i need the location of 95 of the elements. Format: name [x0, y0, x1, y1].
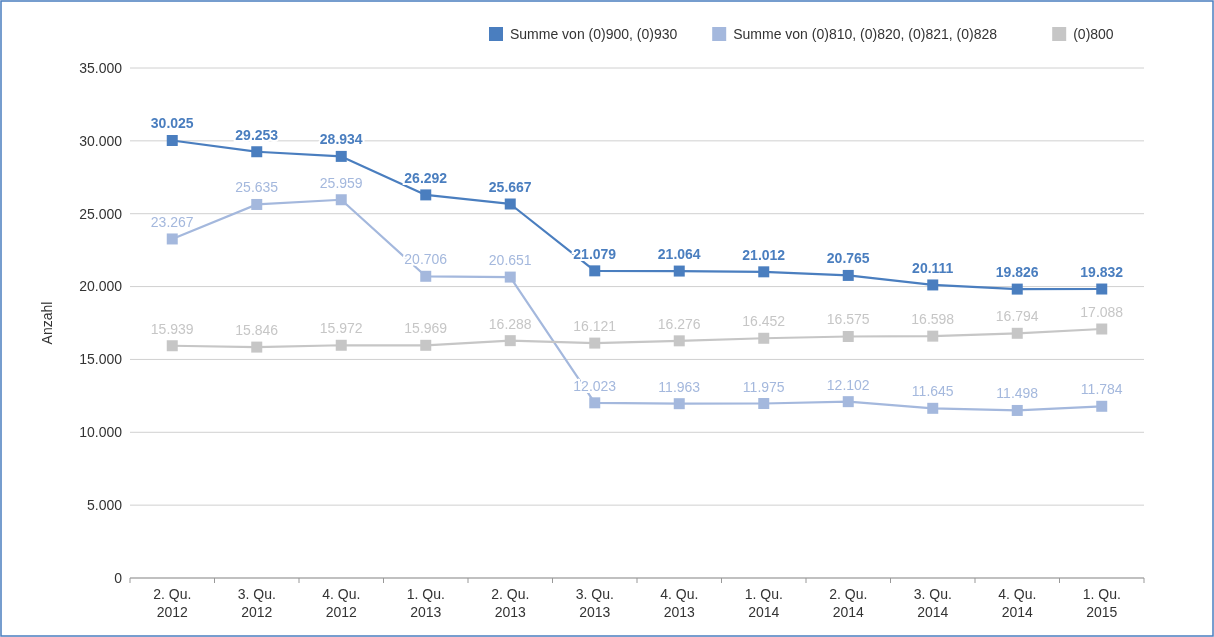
point [758, 266, 770, 278]
x-tick-label: 4. Qu. 2012 [322, 586, 361, 620]
data-label: 30.025 [150, 115, 194, 132]
point [420, 270, 432, 282]
data-label: 19.826 [995, 264, 1039, 281]
x-tick-label: 1. Qu. 2014 [744, 586, 783, 620]
data-label: 11.645 [911, 383, 954, 400]
data-label: 16.276 [657, 315, 701, 332]
point [420, 189, 432, 201]
point [1096, 283, 1108, 295]
data-label: 15.972 [319, 320, 363, 337]
data-label: 25.959 [319, 174, 363, 191]
point [1096, 400, 1108, 412]
point [842, 396, 854, 408]
data-label: 23.267 [150, 213, 194, 230]
point [251, 198, 263, 210]
data-label: 20.111 [912, 259, 954, 276]
point [758, 332, 770, 344]
point [335, 150, 347, 162]
data-label: 17.088 [1080, 304, 1124, 320]
data-label: 11.498 [996, 385, 1039, 402]
x-tick-label: 4. Qu. 2014 [998, 586, 1037, 620]
data-label: 26.292 [404, 169, 448, 186]
point [927, 330, 939, 342]
point [420, 339, 432, 351]
data-label: 25.667 [488, 179, 532, 195]
y-tick-label: 5.000 [86, 497, 123, 514]
point [842, 269, 854, 281]
point [166, 233, 178, 245]
point [589, 397, 601, 409]
point [1011, 283, 1023, 295]
point [673, 335, 685, 347]
data-label: 16.794 [995, 308, 1039, 325]
point [251, 146, 263, 158]
x-tick-label: 3. Qu. 2013 [575, 586, 614, 620]
point [166, 134, 178, 146]
y-tick-label: 10.000 [79, 424, 123, 441]
data-label: 28.934 [319, 131, 363, 148]
x-tick-label: 2. Qu. 2012 [153, 586, 192, 620]
data-label: 20.651 [488, 252, 532, 269]
point [335, 194, 347, 206]
data-label: 19.832 [1080, 264, 1124, 281]
point [504, 198, 516, 210]
point [166, 340, 178, 352]
data-label: 15.969 [404, 320, 448, 337]
y-axis-title: Anzahl [39, 301, 55, 345]
y-tick-label: 15.000 [79, 351, 123, 368]
x-tick-label: 3. Qu. 2012 [237, 586, 276, 620]
y-tick-label: 0 [114, 569, 123, 586]
data-label: 16.288 [488, 315, 532, 332]
x-tick-label: 1. Qu. 2013 [406, 586, 445, 620]
point [927, 402, 939, 414]
y-tick-label: 30.000 [79, 132, 123, 149]
point [589, 265, 601, 277]
data-label: 16.575 [826, 311, 870, 328]
point [673, 398, 685, 410]
legend-label: Summe von (0)810, (0)820, (0)821, (0)828 [733, 26, 998, 42]
point [504, 271, 516, 283]
data-label: 15.939 [150, 320, 194, 337]
point [335, 339, 347, 351]
y-tick-label: 35.000 [79, 59, 123, 76]
point [673, 265, 685, 277]
data-label: 21.012 [742, 246, 786, 263]
point [589, 337, 601, 349]
data-label: 12.102 [826, 376, 870, 393]
data-label: 16.121 [573, 318, 617, 335]
data-label: 21.079 [573, 245, 617, 262]
x-tick-label: 3. Qu. 2014 [913, 586, 952, 620]
data-label: 16.598 [911, 311, 955, 328]
data-label: 20.706 [404, 251, 448, 268]
data-label: 25.635 [235, 179, 279, 196]
data-label: 15.846 [235, 322, 279, 339]
x-tick-label: 4. Qu. 2013 [660, 586, 699, 620]
point [504, 335, 516, 347]
data-label: 20.765 [826, 250, 870, 267]
data-label: 11.784 [1080, 381, 1123, 398]
point [927, 279, 939, 291]
y-tick-label: 20.000 [79, 278, 123, 295]
data-label: 21.064 [657, 246, 701, 263]
data-label: 16.452 [742, 313, 786, 330]
legend-label: Summe von (0)900, (0)930 [510, 26, 678, 42]
point [758, 398, 770, 410]
y-tick-label: 25.000 [79, 205, 123, 222]
point [1096, 323, 1108, 335]
data-label: 11.975 [742, 378, 785, 395]
point [842, 330, 854, 342]
x-tick-label: 2. Qu. 2013 [491, 586, 530, 620]
data-label: 29.253 [235, 126, 279, 143]
x-tick-label: 1. Qu. 2015 [1082, 586, 1121, 620]
point [1011, 404, 1023, 416]
x-tick-label: 2. Qu. 2014 [829, 586, 868, 620]
point [251, 341, 263, 353]
point [1011, 327, 1023, 339]
legend-label: (0)800 [1073, 26, 1114, 42]
data-label: 11.963 [658, 378, 701, 395]
